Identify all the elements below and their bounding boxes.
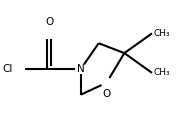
Text: O: O	[102, 89, 111, 99]
Text: CH₃: CH₃	[153, 29, 170, 38]
Text: CH₃: CH₃	[153, 68, 170, 77]
Text: Cl: Cl	[2, 64, 13, 74]
Text: N: N	[77, 64, 85, 74]
Text: O: O	[45, 17, 53, 27]
